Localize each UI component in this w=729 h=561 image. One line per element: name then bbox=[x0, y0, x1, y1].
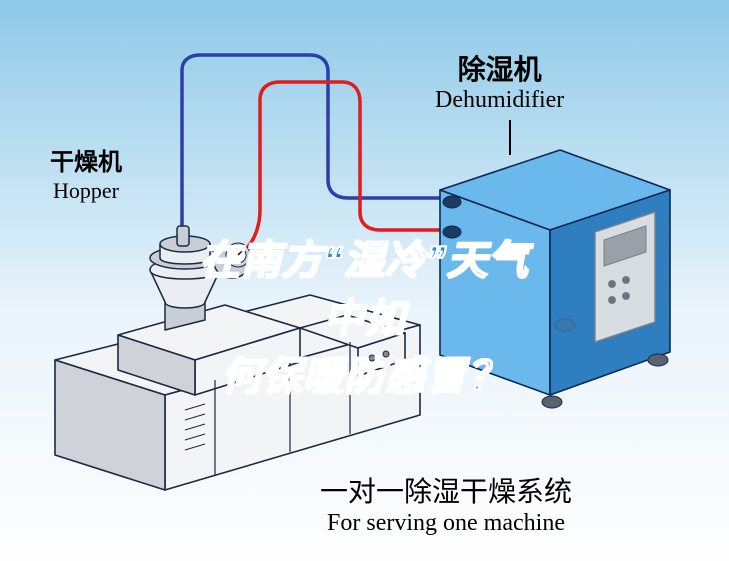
panel-button-1 bbox=[609, 281, 616, 288]
caster-4 bbox=[555, 319, 575, 331]
diagram-stage: 干燥机 Hopper 除湿机 Dehumidifier 一对一除湿干燥系统 Fo… bbox=[0, 0, 729, 561]
panel-button-2 bbox=[623, 277, 630, 284]
system-title-cn: 一对一除湿干燥系统 bbox=[320, 470, 572, 510]
hopper-inlet-stub bbox=[177, 226, 189, 246]
system-title: 一对一除湿干燥系统 For serving one machine bbox=[320, 470, 572, 537]
caster-1 bbox=[448, 359, 468, 371]
system-title-en: For serving one machine bbox=[320, 510, 572, 537]
panel-button-4 bbox=[623, 293, 630, 300]
label-dehumidifier-cn: 除湿机 bbox=[435, 55, 564, 87]
label-hopper-cn: 干燥机 bbox=[50, 150, 122, 178]
caster-2 bbox=[542, 396, 562, 408]
label-hopper-en: Hopper bbox=[50, 178, 122, 203]
label-dehumidifier: 除湿机 Dehumidifier bbox=[435, 55, 564, 115]
panel-button-3 bbox=[609, 297, 616, 304]
pipe-port-bottom bbox=[443, 226, 461, 238]
pipe-port-top bbox=[443, 196, 461, 208]
caster-3 bbox=[648, 354, 668, 366]
label-dehumidifier-en: Dehumidifier bbox=[435, 87, 564, 115]
label-hopper: 干燥机 Hopper bbox=[50, 150, 122, 203]
